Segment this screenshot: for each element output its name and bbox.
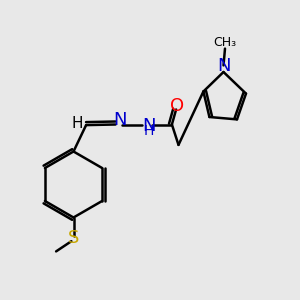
Text: CH₃: CH₃ xyxy=(214,35,237,49)
Text: S: S xyxy=(68,229,79,247)
Text: N: N xyxy=(218,57,231,75)
Text: N: N xyxy=(142,117,156,135)
Text: H: H xyxy=(72,116,83,131)
Text: O: O xyxy=(169,97,184,115)
Text: N: N xyxy=(114,111,127,129)
Text: H: H xyxy=(144,124,154,138)
